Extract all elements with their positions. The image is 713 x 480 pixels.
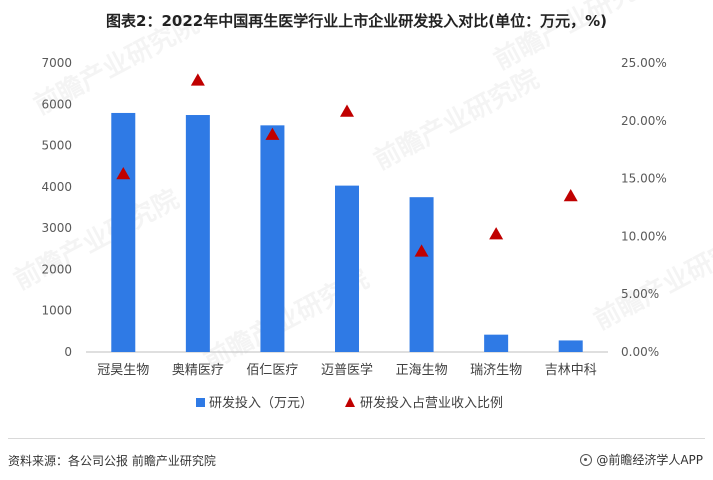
bar-0 [111, 112, 136, 352]
chart-title: 图表2：2022年中国再生医学行业上市企业研发投入对比(单位：万元，%) [106, 12, 607, 30]
y-right-tick-label: 10.00% [621, 229, 667, 243]
bar-1 [185, 115, 210, 353]
bar-series [111, 112, 583, 353]
marker-5 [489, 227, 504, 240]
x-category-label: 吉林中科 [545, 363, 597, 378]
y-axis-left: 0 1000 2000 3000 4000 5000 6000 7000 [41, 56, 72, 359]
y-right-tick-label: 0.00% [621, 345, 659, 359]
y-left-tick-label: 7000 [41, 56, 72, 70]
x-category-label: 瑞济生物 [470, 363, 522, 378]
brand-text: @前瞻经济学人APP [596, 453, 703, 467]
x-category-label: 佰仁医疗 [246, 363, 298, 378]
marker-2 [265, 127, 280, 140]
brand-mark: @前瞻经济学人APP [580, 451, 703, 468]
y-left-tick-label: 0 [64, 345, 72, 359]
x-category-label: 正海生物 [396, 363, 448, 378]
marker-3 [340, 104, 354, 117]
legend-marker-swatch [345, 397, 355, 407]
legend-bar-swatch [196, 398, 205, 407]
y-right-tick-label: 15.00% [621, 172, 667, 186]
marker-1 [190, 73, 205, 86]
watermark-text: 前瞻产业研究院 [369, 63, 544, 176]
y-right-tick-label: 5.00% [621, 287, 659, 301]
y-left-tick-label: 6000 [41, 97, 72, 111]
legend-marker-label: 研发投入占营业收入比例 [360, 395, 503, 411]
y-left-tick-label: 4000 [41, 180, 72, 194]
marker-series [116, 73, 578, 257]
y-left-tick-label: 5000 [41, 139, 72, 153]
y-axis-right: 0.00% 5.00% 10.00% 15.00% 20.00% 25.00% [621, 56, 667, 359]
marker-4 [414, 244, 429, 257]
y-right-tick-label: 20.00% [621, 114, 667, 128]
y-right-tick-label: 25.00% [621, 56, 667, 70]
x-category-label: 迈普医学 [321, 362, 373, 378]
bar-4 [409, 197, 434, 352]
watermark-text: 前瞻产业研究院 [9, 183, 184, 296]
legend-bar-label: 研发投入（万元） [209, 395, 313, 411]
source-note: 资料来源：各公司公报 前瞻产业研究院 [8, 454, 216, 468]
brand-logo-icon [580, 453, 593, 466]
bar-2 [260, 125, 285, 352]
bar-3 [335, 185, 359, 352]
bar-6 [558, 340, 583, 352]
footer-divider [8, 438, 705, 439]
marker-6 [563, 188, 578, 202]
bar-5 [484, 334, 509, 352]
y-left-tick-label: 1000 [41, 304, 72, 318]
marker-0 [116, 166, 131, 180]
x-axis-categories: 冠昊生物 奥精医疗 佰仁医疗 迈普医学 正海生物 瑞济生物 吉林中科 [97, 362, 596, 378]
y-left-tick-label: 2000 [41, 262, 72, 276]
x-category-label: 冠昊生物 [97, 363, 149, 378]
x-category-label: 奥精医疗 [172, 363, 224, 378]
legend: 研发投入（万元） 研发投入占营业收入比例 [196, 395, 503, 411]
y-left-tick-label: 3000 [41, 221, 72, 235]
